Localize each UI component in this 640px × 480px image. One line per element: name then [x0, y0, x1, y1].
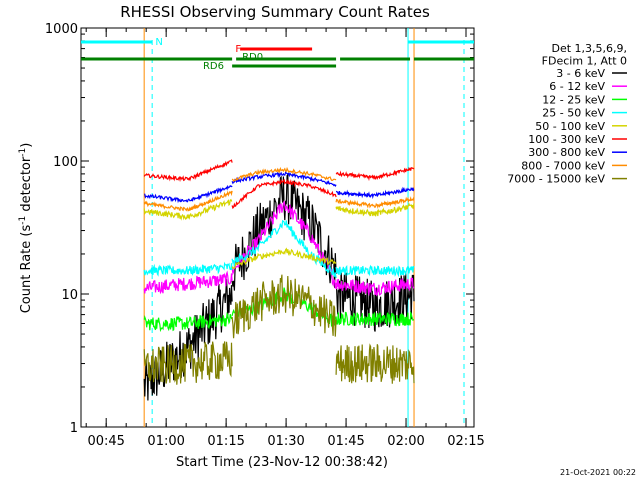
series-line — [231, 166, 337, 183]
series-line — [335, 166, 415, 182]
legend-header: FDecim 1, Att 0 — [542, 55, 627, 68]
flag-label-n: N — [155, 37, 162, 48]
y-tick-label: 100 — [53, 155, 78, 170]
y-axis-label-superscript: -1 — [18, 148, 28, 157]
x-tick-label: 01:00 — [147, 434, 184, 449]
legend: Det 1,3,5,6,9,FDecim 1, Att 03 - 6 keV6 … — [507, 42, 627, 186]
plot-frame — [80, 27, 475, 428]
y-tick-label: 1 — [70, 421, 78, 436]
series-line — [143, 198, 233, 221]
series-line — [335, 264, 415, 278]
y-axis-label-superscript: -1 — [18, 216, 28, 225]
generation-timestamp: 21-Oct-2021 00:22 — [560, 468, 636, 477]
legend-label: 800 - 7000 keV — [521, 159, 605, 172]
series-line — [143, 190, 233, 212]
series-line — [143, 270, 233, 295]
x-tick-label: 02:00 — [387, 434, 424, 449]
legend-label: 300 - 800 keV — [528, 146, 605, 159]
x-axis-label: Start Time (23-Nov-12 00:38:42) — [176, 455, 388, 470]
legend-label: 50 - 100 keV — [535, 120, 605, 133]
series-line — [231, 172, 337, 291]
y-axis-label-part: detector — [19, 156, 34, 216]
series-line — [231, 219, 337, 279]
y-axis-label-part: Count Rate (s — [19, 225, 34, 314]
series-line — [143, 312, 233, 333]
legend-label: 12 - 25 keV — [542, 93, 605, 106]
series-line — [143, 341, 233, 385]
series-line — [335, 202, 415, 217]
plot-area: 1 10 100 1000 00:45 01:00 01:15 01:30 01:45 02:00… — [45, 22, 485, 449]
series-line — [335, 186, 415, 200]
series-line — [231, 247, 337, 270]
series-line — [231, 274, 337, 339]
series-line — [231, 171, 337, 188]
series-line — [335, 277, 415, 297]
x-tick-label: 00:45 — [87, 434, 124, 449]
legend-label: 6 - 12 keV — [549, 80, 605, 93]
series-line — [335, 196, 415, 209]
series-line — [143, 159, 233, 183]
series-line — [231, 178, 337, 210]
x-tick-label: 01:30 — [267, 434, 304, 449]
chart-title: RHESSI Observing Summary Count Rates — [120, 3, 430, 21]
series-line — [144, 184, 233, 204]
flag-label-f: F — [235, 44, 241, 55]
series-line — [335, 310, 415, 327]
series-line — [143, 279, 233, 401]
legend-header: Det 1,3,5,6,9, — [551, 42, 627, 55]
legend-label: 25 - 50 keV — [542, 107, 605, 120]
series-line — [335, 343, 415, 384]
flag-label-rd0: RD0 — [242, 52, 263, 63]
y-tick-label: 10 — [61, 288, 78, 303]
x-tick-label: 01:15 — [207, 434, 244, 449]
x-tick-label: 01:45 — [327, 434, 364, 449]
x-tick-label: 02:15 — [447, 434, 484, 449]
legend-label: 100 - 300 keV — [528, 133, 605, 146]
y-axis-label: Count Rate (s-1 detector-1) — [18, 143, 34, 314]
y-axis-label-part: ) — [19, 143, 34, 148]
legend-label: 3 - 6 keV — [556, 67, 605, 80]
flag-label-rd6: RD6 — [203, 61, 224, 72]
y-tick-label: 1000 — [45, 22, 78, 37]
series-line — [143, 261, 233, 277]
legend-label: 7000 - 15000 keV — [507, 173, 605, 186]
series-line — [231, 199, 337, 289]
